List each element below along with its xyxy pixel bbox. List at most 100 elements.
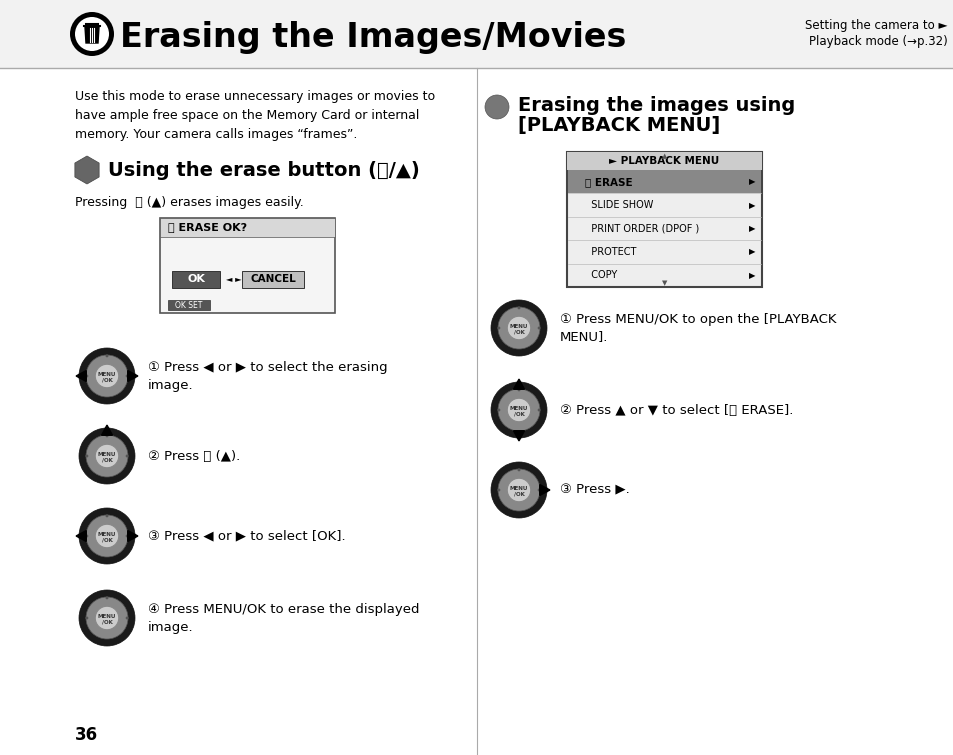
Text: ㋿ ERASE OK?: ㋿ ERASE OK? [168, 223, 247, 233]
Text: ▶: ▶ [748, 177, 755, 186]
FancyBboxPatch shape [566, 152, 761, 170]
FancyBboxPatch shape [566, 152, 761, 287]
Circle shape [79, 590, 135, 646]
Text: CANCEL: CANCEL [250, 275, 295, 285]
Text: Playback mode (→p.32): Playback mode (→p.32) [808, 35, 947, 48]
FancyBboxPatch shape [160, 218, 335, 237]
Text: ④ Press MENU/OK to erase the displayed
image.: ④ Press MENU/OK to erase the displayed i… [148, 602, 419, 633]
Circle shape [79, 508, 135, 564]
Circle shape [517, 307, 520, 310]
Text: COPY: COPY [584, 270, 617, 280]
Text: Erasing the Images/Movies: Erasing the Images/Movies [120, 20, 626, 54]
Text: Use this mode to erase unnecessary images or movies to
have ample free space on : Use this mode to erase unnecessary image… [75, 90, 435, 141]
Circle shape [85, 455, 89, 458]
Circle shape [497, 326, 499, 329]
Circle shape [95, 606, 118, 630]
Text: SLIDE SHOW: SLIDE SHOW [584, 200, 653, 210]
Polygon shape [128, 531, 138, 541]
Text: /OK: /OK [513, 411, 524, 417]
Circle shape [106, 434, 109, 437]
Text: OK SET: OK SET [175, 300, 202, 310]
Text: /OK: /OK [513, 492, 524, 497]
FancyBboxPatch shape [168, 300, 210, 310]
FancyBboxPatch shape [567, 170, 760, 193]
Circle shape [484, 95, 509, 119]
Circle shape [126, 617, 129, 620]
Text: ③ Press ▶.: ③ Press ▶. [559, 483, 629, 497]
Polygon shape [101, 425, 112, 436]
Circle shape [517, 388, 520, 391]
Text: ▶: ▶ [748, 224, 755, 233]
Circle shape [497, 469, 539, 511]
Circle shape [517, 468, 520, 471]
Text: Using the erase button (㋿/▲): Using the erase button (㋿/▲) [108, 161, 419, 180]
Text: MENU: MENU [509, 323, 528, 328]
Text: PROTECT: PROTECT [584, 247, 636, 257]
Circle shape [95, 364, 118, 388]
Circle shape [86, 435, 128, 477]
Text: ① Press MENU/OK to open the [PLAYBACK
MENU].: ① Press MENU/OK to open the [PLAYBACK ME… [559, 313, 836, 344]
FancyBboxPatch shape [172, 271, 220, 288]
Text: OK: OK [187, 275, 205, 285]
Text: MENU: MENU [509, 485, 528, 491]
Circle shape [497, 488, 499, 492]
Text: Erasing the images using: Erasing the images using [517, 96, 795, 115]
Circle shape [86, 515, 128, 557]
Polygon shape [76, 371, 86, 381]
Text: /OK: /OK [101, 458, 112, 463]
Text: ▲: ▲ [661, 153, 666, 159]
Circle shape [126, 374, 129, 378]
Circle shape [497, 307, 539, 349]
Text: MENU: MENU [98, 451, 116, 457]
Text: /OK: /OK [513, 329, 524, 334]
Circle shape [126, 455, 129, 458]
Polygon shape [513, 430, 524, 441]
Polygon shape [128, 371, 138, 381]
Circle shape [79, 348, 135, 404]
Text: [PLAYBACK MENU]: [PLAYBACK MENU] [517, 116, 720, 135]
Circle shape [537, 488, 540, 492]
FancyBboxPatch shape [242, 271, 304, 288]
Text: ▼: ▼ [661, 280, 666, 286]
Text: 36: 36 [75, 726, 98, 744]
Circle shape [491, 300, 546, 356]
Text: ③ Press ◀ or ▶ to select [OK].: ③ Press ◀ or ▶ to select [OK]. [148, 529, 345, 543]
Text: MENU: MENU [98, 532, 116, 537]
Circle shape [507, 478, 530, 502]
Text: /OK: /OK [101, 538, 112, 543]
Circle shape [126, 535, 129, 538]
Circle shape [106, 596, 109, 599]
Text: ▶: ▶ [748, 271, 755, 280]
Circle shape [95, 444, 118, 468]
Circle shape [507, 316, 530, 340]
Text: ► PLAYBACK MENU: ► PLAYBACK MENU [609, 156, 719, 166]
Text: PRINT ORDER (DPOF ): PRINT ORDER (DPOF ) [584, 223, 699, 233]
Circle shape [85, 374, 89, 378]
Polygon shape [76, 531, 86, 541]
FancyBboxPatch shape [160, 218, 335, 313]
Circle shape [497, 389, 539, 431]
Circle shape [85, 617, 89, 620]
Circle shape [537, 408, 540, 411]
Text: ㋿ ERASE: ㋿ ERASE [584, 177, 632, 186]
Text: ② Press ㋿ (▲).: ② Press ㋿ (▲). [148, 449, 240, 463]
Text: Pressing  ㋿ (▲) erases images easily.: Pressing ㋿ (▲) erases images easily. [75, 196, 303, 209]
Circle shape [497, 408, 499, 411]
Circle shape [86, 355, 128, 397]
Text: MENU: MENU [509, 405, 528, 411]
Circle shape [85, 535, 89, 538]
Circle shape [537, 326, 540, 329]
Circle shape [79, 428, 135, 484]
Polygon shape [513, 379, 524, 390]
Text: ▶: ▶ [748, 201, 755, 210]
Circle shape [491, 462, 546, 518]
Circle shape [507, 398, 530, 422]
Text: /OK: /OK [101, 378, 112, 383]
Text: MENU: MENU [98, 371, 116, 377]
Text: ◄ ►: ◄ ► [226, 275, 241, 284]
Circle shape [491, 382, 546, 438]
Polygon shape [539, 485, 549, 495]
Circle shape [86, 597, 128, 639]
Circle shape [95, 524, 118, 548]
Text: /OK: /OK [101, 620, 112, 624]
